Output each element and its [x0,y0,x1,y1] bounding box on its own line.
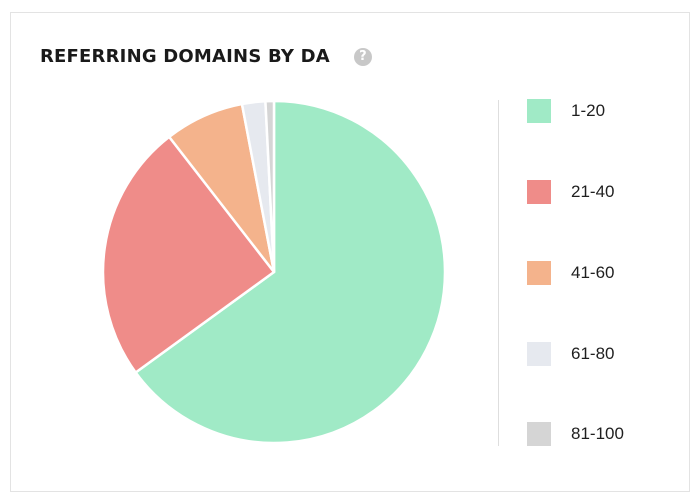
legend-swatch [527,99,551,123]
pie-slice-1-20[interactable] [134,99,447,445]
legend-swatch [527,342,551,366]
legend-item-41-60[interactable]: 41-60 [527,261,614,285]
widget-header: REFERRING DOMAINS BY DA ? [40,46,372,67]
legend-item-1-20[interactable]: 1-20 [527,99,605,123]
question-circle-icon[interactable]: ? [353,47,372,66]
legend-label: 41-60 [571,263,615,282]
pie-slice-81-100[interactable] [264,99,276,274]
legend-label: 21-40 [571,182,615,201]
legend-label: 81-100 [571,424,624,443]
legend-item-81-100[interactable]: 81-100 [527,422,624,446]
widget-title: REFERRING DOMAINS BY DA [40,46,330,67]
legend-swatch [527,261,551,285]
pie-slice-21-40[interactable] [101,135,276,374]
legend-swatch [527,422,551,446]
legend-swatch [527,180,551,204]
legend-divider [498,100,499,446]
legend-label: 1-20 [571,101,606,120]
legend-item-61-80[interactable]: 61-80 [527,342,614,366]
legend-item-21-40[interactable]: 21-40 [527,180,614,204]
legend-label: 61-80 [571,344,615,363]
